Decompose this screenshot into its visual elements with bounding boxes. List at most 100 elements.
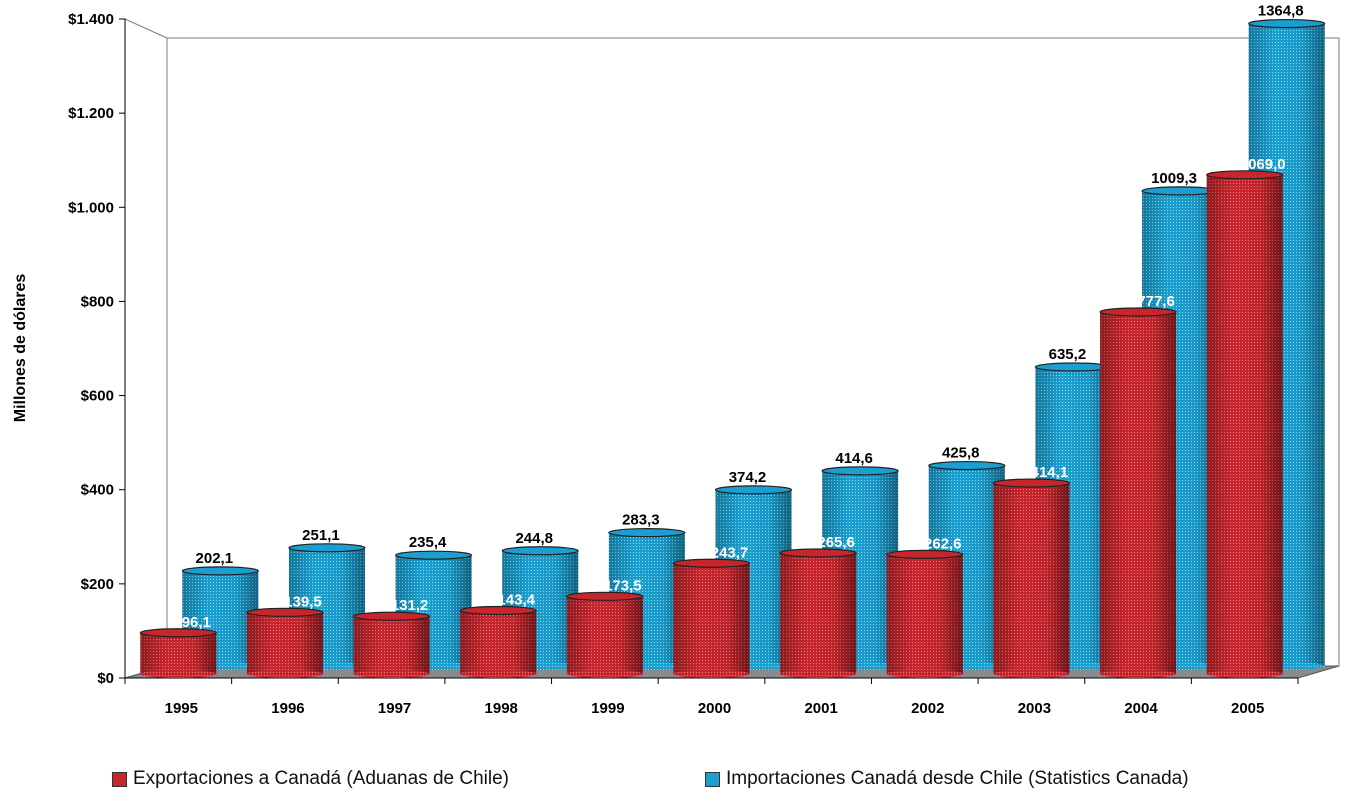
legend-item-importaciones: Importaciones Canadá desde Chile (Statis… bbox=[705, 768, 1189, 790]
bar-exportaciones bbox=[886, 549, 964, 678]
bar-exportaciones bbox=[779, 548, 857, 678]
data-labels: 202,1 96,1 251,1 139,5 235,4 131,2 244,8 143,4 2… bbox=[182, 3, 1304, 631]
bar-exportaciones-bottom bbox=[993, 670, 1070, 678]
bar-exportaciones-bottom bbox=[1100, 670, 1177, 678]
bar-exportaciones-top bbox=[1206, 170, 1284, 180]
bar-importaciones-top bbox=[1248, 18, 1326, 29]
data-label-importaciones: 202,1 bbox=[196, 550, 234, 567]
bar-exportaciones-shade bbox=[140, 632, 217, 674]
bar-importaciones-top bbox=[714, 485, 793, 495]
data-label-importaciones: 1009,3 bbox=[1151, 170, 1197, 187]
bar-importaciones-top bbox=[394, 550, 473, 560]
y-axis: $0 $200 $400 $600 $800 $1.000 $1.200 $1.400 bbox=[68, 11, 125, 687]
x-tick-label: 1999 bbox=[591, 700, 624, 717]
bar-exportaciones-bottom bbox=[673, 670, 750, 678]
y-tick-label: $400 bbox=[81, 482, 114, 499]
bar-exportaciones-shade bbox=[993, 483, 1070, 674]
data-label-exportaciones: 265,6 bbox=[817, 534, 855, 551]
x-tick-label: 1996 bbox=[271, 700, 304, 717]
data-label-exportaciones: 173,5 bbox=[604, 577, 642, 594]
bar-exportaciones bbox=[566, 591, 644, 678]
bar-exportaciones bbox=[246, 607, 324, 678]
bar-exportaciones-top bbox=[352, 611, 431, 621]
data-label-exportaciones: 777,6 bbox=[1137, 293, 1175, 310]
bar-exportaciones-top bbox=[566, 591, 644, 601]
legend-swatch-exportaciones bbox=[112, 771, 127, 787]
chart: $0 $200 $400 $600 $800 $1.000 $1.200 $1.400 202… bbox=[12, 3, 1340, 717]
bar-exportaciones-shade bbox=[886, 554, 963, 674]
y-tick-label: $0 bbox=[97, 670, 114, 687]
y-tick-label: $600 bbox=[81, 388, 114, 405]
bar-exportaciones bbox=[139, 628, 217, 678]
x-tick-label: 2002 bbox=[911, 700, 944, 717]
data-label-importaciones: 244,8 bbox=[515, 530, 553, 547]
data-label-importaciones: 283,3 bbox=[622, 512, 660, 529]
bar-exportaciones bbox=[672, 558, 751, 678]
data-label-importaciones: 635,2 bbox=[1049, 346, 1087, 363]
y-tick-label: $1.200 bbox=[68, 105, 114, 122]
bar-exportaciones-bottom bbox=[886, 670, 963, 678]
data-label-exportaciones: 243,7 bbox=[711, 544, 749, 561]
bar-exportaciones-bottom bbox=[460, 670, 537, 678]
x-axis: 1995 1996 1997 1998 1999 2000 2001 2002 2003 2004… bbox=[124, 678, 1299, 717]
bar-exportaciones bbox=[459, 605, 537, 678]
bar-importaciones-top bbox=[821, 466, 899, 476]
legend-item-exportaciones: Exportaciones a Canadá (Aduanas de Chile… bbox=[112, 768, 509, 790]
y-tick-label: $800 bbox=[81, 293, 114, 310]
data-label-importaciones: 414,6 bbox=[835, 450, 873, 467]
bar-exportaciones-bottom bbox=[566, 670, 643, 678]
bar-importaciones-top bbox=[608, 528, 686, 538]
bar-exportaciones-shade bbox=[780, 552, 857, 674]
x-tick-label: 1995 bbox=[165, 700, 198, 717]
bar-exportaciones-top bbox=[886, 549, 964, 559]
bar-exportaciones-bottom bbox=[1206, 670, 1283, 678]
legend-label-exportaciones: Exportaciones a Canadá (Aduanas de Chile… bbox=[133, 768, 510, 789]
bar-exportaciones-top bbox=[992, 478, 1071, 488]
series-exportaciones bbox=[139, 170, 1284, 678]
bar-exportaciones-bottom bbox=[353, 670, 430, 678]
bar-exportaciones-shade bbox=[460, 610, 537, 674]
bar-exportaciones-top bbox=[246, 607, 324, 617]
data-label-importaciones: 1364,8 bbox=[1258, 3, 1304, 20]
bar-exportaciones-bottom bbox=[140, 670, 217, 678]
data-label-exportaciones: 96,1 bbox=[182, 614, 211, 631]
x-tick-label: 2000 bbox=[698, 700, 731, 717]
bar-importaciones-top bbox=[1141, 186, 1219, 196]
x-tick-label: 1998 bbox=[485, 700, 518, 717]
bar-exportaciones-shade bbox=[353, 616, 430, 674]
bar-exportaciones-top bbox=[1099, 307, 1177, 317]
bar-exportaciones-bottom bbox=[780, 670, 857, 678]
data-label-exportaciones: 143,4 bbox=[497, 591, 535, 608]
bar-exportaciones bbox=[352, 611, 431, 678]
x-tick-label: 2003 bbox=[1018, 700, 1051, 717]
bar-importaciones-top bbox=[1034, 362, 1113, 372]
bar-importaciones-top bbox=[181, 566, 259, 576]
bar-importaciones-top bbox=[501, 546, 579, 556]
bar-exportaciones-shade bbox=[1100, 311, 1177, 674]
data-label-exportaciones: 414,1 bbox=[1031, 464, 1069, 481]
data-label-importaciones: 235,4 bbox=[409, 534, 447, 551]
legend: Exportaciones a Canadá (Aduanas de Chile… bbox=[0, 768, 1345, 798]
x-tick-label: 2001 bbox=[804, 700, 837, 717]
series-importaciones bbox=[181, 18, 1326, 670]
data-label-exportaciones: 1069,0 bbox=[1240, 156, 1286, 173]
data-label-exportaciones: 131,2 bbox=[391, 597, 429, 614]
data-label-exportaciones: 262,6 bbox=[924, 535, 962, 552]
data-label-importaciones: 425,8 bbox=[942, 445, 980, 462]
bar-exportaciones bbox=[1206, 170, 1284, 678]
y-tick-label: $1.400 bbox=[68, 11, 114, 28]
y-axis-title: Millones de dólares bbox=[12, 274, 29, 423]
legend-swatch-importaciones bbox=[705, 771, 720, 787]
bar-exportaciones-bottom bbox=[246, 670, 323, 678]
bar-exportaciones-shade bbox=[1206, 174, 1283, 674]
bar-exportaciones-shade bbox=[566, 596, 643, 674]
bar-exportaciones bbox=[992, 478, 1071, 678]
bar-exportaciones bbox=[1099, 307, 1177, 678]
bar-importaciones-top bbox=[288, 543, 366, 553]
x-tick-label: 2004 bbox=[1124, 700, 1158, 717]
side-wall bbox=[124, 18, 168, 679]
bar-exportaciones-top bbox=[672, 558, 751, 568]
data-label-importaciones: 251,1 bbox=[302, 527, 340, 544]
bar-importaciones-top bbox=[928, 460, 1006, 471]
legend-label-importaciones: Importaciones Canadá desde Chile (Statis… bbox=[726, 768, 1189, 789]
